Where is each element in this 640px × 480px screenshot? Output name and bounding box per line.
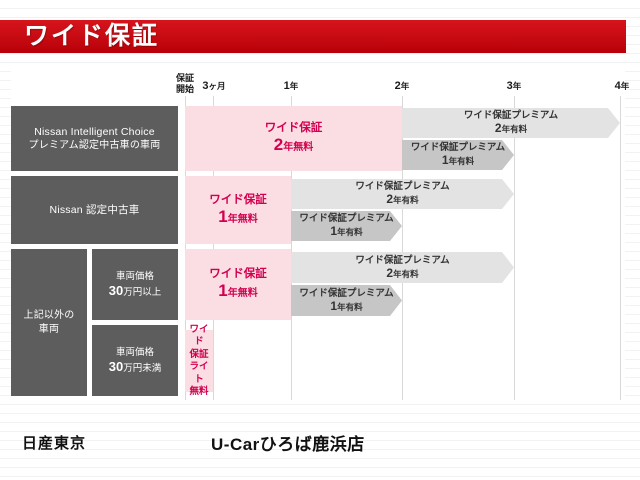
price-over-suffix: 万円以上 [123,286,162,298]
header-banner [0,20,626,53]
gridline-3y [514,96,515,400]
price-over-amount: 30 [108,282,124,298]
tick-label-3m: 3ヶ月 [198,80,230,92]
gridline-2y [402,96,403,400]
paid-arrow-row3-1y-duration: 1年有料 [330,300,362,314]
paid-arrow-row3-1y-title: ワイド保証プレミアム [299,287,394,299]
paid-arrow-row1-2y-suffix: 年有料 [501,124,528,134]
paid-arrow-row3-2y-suffix: 年有料 [393,268,419,279]
paid-arrow-row2-1y-years: 1 [330,224,338,238]
tick-3y-value: 3 [506,80,513,92]
paid-arrow-row1-1y-title: ワイド保証プレミアム [410,142,506,153]
tick-3m-value: 3 [202,80,209,92]
free-warranty-row3-years: 1 [218,281,228,300]
tick-label-3y: 3年 [499,80,529,92]
paid-arrow-row1-1y-duration: 1年有料 [442,154,474,168]
tick-label-2y: 2年 [387,80,417,92]
free-warranty-bar-row3: ワイド保証 1年無料 [185,249,291,320]
category-ncu-line1: Nissan 認定中古車 [49,204,140,216]
paid-arrow-row1-1y-suffix: 年有料 [448,156,475,166]
paid-arrow-row1-2y-years: 2 [494,121,502,135]
gridline-start [185,96,186,400]
gridline-3m [213,96,214,400]
category-nissan-certified-used: Nissan 認定中古車 [11,176,178,244]
tick-4y-value: 4 [614,80,621,92]
tick-2y-unit: 年 [400,81,410,91]
free-warranty-row3-duration: 1年無料 [218,282,257,302]
paid-arrow-row3-2y: ワイド保証プレミアム 2年有料 [291,252,514,283]
paid-arrow-row3-1y-suffix: 年有料 [337,301,363,312]
paid-arrow-row2-2y-suffix: 年有料 [393,195,419,205]
paid-arrow-row3-1y: ワイド保証プレミアム 1年有料 [291,285,402,316]
paid-arrow-row2-2y-duration: 2年有料 [386,193,418,207]
free-warranty-row1-duration: 2年無料 [274,136,313,156]
price-under-suffix: 万円未満 [123,362,162,374]
free-warranty-row2-suffix: 年無料 [227,213,258,225]
tick-label-4y: 4年 [607,80,637,92]
lite-warranty-line1: ワイド [189,323,209,348]
price-over-label: 車両価格 [115,270,154,282]
paid-arrow-row2-2y-title: ワイド保証プレミアム [355,181,450,192]
free-warranty-bar-row1: ワイド保証 2年無料 [185,106,402,171]
category-other-vehicles: 上記以外の 車両 [11,249,87,396]
free-warranty-bar-row2: ワイド保証 1年無料 [185,176,291,244]
free-warranty-row2-duration: 1年無料 [218,208,257,228]
paid-arrow-row1-2y: ワイド保証プレミアム 2年有料 [402,108,620,138]
category-nissan-intelligent-choice: Nissan Intelligent Choice プレミアム認定中古車の車両 [11,106,178,171]
paid-arrow-row3-1y-years: 1 [330,298,338,313]
tick-1y-unit: 年 [289,81,299,91]
lite-warranty-line4: 無料 [189,386,209,397]
lite-warranty-line3: ライト [189,361,209,385]
paid-arrow-row2-1y-suffix: 年有料 [337,227,363,237]
free-warranty-row1-title: ワイド保証 [264,122,323,134]
price-under-label: 車両価格 [115,346,154,358]
lite-warranty-line2: 保証 [189,348,209,360]
paid-arrow-row2-1y-title: ワイド保証プレミアム [299,213,394,224]
tick-1y-value: 1 [283,80,290,92]
paid-arrow-row3-2y-duration: 2年有料 [386,267,418,281]
paid-arrow-row1-1y: ワイド保証プレミアム 1年有料 [402,140,514,170]
paid-arrow-row2-2y: ワイド保証プレミアム 2年有料 [291,179,514,209]
paid-arrow-row2-2y-years: 2 [386,192,394,206]
tick-start-line2: 開始 [175,83,194,94]
free-warranty-row3-suffix: 年無料 [227,288,258,299]
footer-shop-name: U-Carひろば鹿浜店 [211,435,365,454]
category-other-line1: 上記以外の [23,309,75,321]
free-warranty-row1-years: 2 [273,135,284,154]
price-under-value: 30万円未満 [108,358,162,376]
gridline-4y [620,96,621,400]
paid-arrow-row2-1y: ワイド保証プレミアム 1年有料 [291,211,402,241]
tick-3y-unit: 年 [512,81,522,91]
tick-3m-unit: ヶ月 [208,81,226,91]
category-price-under-300k: 車両価格 30万円未満 [92,325,178,396]
paid-arrow-row1-2y-title: ワイド保証プレミアム [463,110,559,121]
paid-arrow-row3-2y-title: ワイド保証プレミアム [355,254,450,266]
free-warranty-row1-suffix: 年無料 [283,142,314,153]
tick-label-start: 保証 開始 [170,73,200,94]
free-warranty-row2-title: ワイド保証 [209,193,267,206]
category-price-over-300k: 車両価格 30万円以上 [92,249,178,320]
price-under-amount: 30 [108,358,124,374]
tick-label-1y: 1年 [276,80,306,92]
category-nic-line2: プレミアム認定中古車の車両 [28,139,161,151]
paid-arrow-row1-1y-years: 1 [441,153,449,167]
tick-2y-value: 2 [394,80,401,92]
free-warranty-row2-years: 1 [218,206,228,226]
price-over-value: 30万円以上 [108,282,162,300]
lite-warranty-bar-row4: ワイド 保証 ライト 無料 [185,324,213,397]
page-title: ワイド保証 [24,22,160,50]
tick-4y-unit: 年 [620,81,630,91]
category-nic-line1: Nissan Intelligent Choice [34,125,155,138]
paid-arrow-row3-2y-years: 2 [386,265,394,280]
category-other-line2: 車両 [38,323,60,335]
free-warranty-row3-title: ワイド保証 [209,268,267,280]
gridline-1y [291,96,292,400]
paid-arrow-row2-1y-duration: 1年有料 [330,225,362,239]
footer-brand: 日産東京 [22,435,87,452]
tick-start-line1: 保証 [175,73,194,83]
paid-arrow-row1-2y-duration: 2年有料 [495,122,527,136]
